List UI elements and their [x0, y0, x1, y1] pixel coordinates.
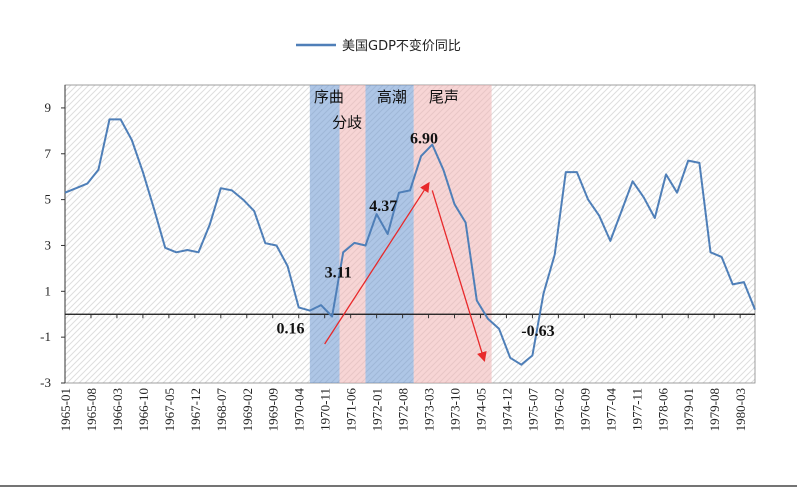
x-tick-label: 1972-01 — [370, 388, 385, 431]
legend: 美国GDP不变价同比 — [296, 38, 461, 54]
phase-label-2: 分歧 — [332, 113, 362, 131]
y-tick-label: -1 — [40, 329, 51, 344]
y-tick-label: 5 — [45, 192, 52, 207]
x-tick-label: 1965-01 — [58, 388, 73, 431]
value-annotation: 4.37 — [369, 198, 397, 215]
x-tick-label: 1976-09 — [577, 388, 592, 431]
x-tick-label: 1973-03 — [422, 388, 437, 431]
x-tick-label: 1969-09 — [266, 388, 281, 431]
phase-band-1 — [309, 85, 340, 383]
trend-arrows — [324, 181, 487, 362]
y-tick-label: 9 — [45, 100, 52, 115]
x-tick-label: 1977-04 — [603, 388, 618, 432]
x-tick-label: 1966-03 — [110, 388, 125, 431]
axes: -3 -1 1 3 5 7 9 1965-01 1965-08 1966-03 1966-10 196… — [40, 85, 755, 431]
x-tick-label: 1967-05 — [162, 388, 177, 431]
value-annotation: 6.90 — [410, 130, 438, 147]
x-tick-label: 1977-11 — [629, 388, 644, 431]
value-annotation: 3.11 — [325, 265, 352, 282]
x-tick-label: 1975-07 — [525, 388, 540, 432]
x-tick-label: 1968-07 — [214, 388, 229, 432]
y-tick-label: 7 — [45, 146, 52, 161]
x-tick-label: 1969-02 — [240, 388, 255, 431]
phase-band-4 — [413, 85, 492, 383]
phase-label-4: 尾声 — [429, 88, 459, 106]
value-annotation: -0.63 — [521, 323, 554, 340]
y-tick-label: 1 — [45, 283, 52, 298]
y-tick-label: 3 — [45, 237, 52, 252]
x-tick-label: 1974-12 — [499, 388, 514, 431]
phase-label-3: 高潮 — [377, 88, 407, 106]
x-tick-label: 1967-12 — [188, 388, 203, 431]
x-tick-label: 1980-03 — [733, 388, 748, 431]
series-line — [64, 118, 756, 366]
x-tick-label: 1973-10 — [448, 388, 463, 431]
x-tick-label: 1974-05 — [473, 388, 488, 431]
series-layer — [64, 118, 756, 366]
value-annotation: 0.16 — [276, 321, 304, 338]
legend-label: 美国GDP不变价同比 — [342, 38, 461, 54]
x-tick-label: 1979-01 — [681, 388, 696, 431]
x-tick-label: 1979-08 — [707, 388, 722, 431]
x-tick-label: 1971-06 — [344, 388, 359, 432]
x-tick-label: 1978-06 — [655, 388, 670, 432]
phase-bands — [309, 85, 492, 383]
trend-arrow-1 — [324, 181, 430, 345]
phase-band-2 — [339, 85, 366, 383]
x-tick-label: 1966-10 — [136, 388, 151, 431]
x-tick-label: 1970-04 — [292, 388, 307, 432]
x-tick-label: 1972-08 — [396, 388, 411, 431]
phase-band-3 — [365, 85, 414, 383]
y-tick-label: -3 — [40, 375, 51, 390]
x-tick-label: 1970-11 — [318, 388, 333, 431]
x-tick-label: 1965-08 — [84, 388, 99, 431]
phase-label-1: 序曲 — [314, 88, 344, 106]
trend-arrow-2 — [431, 190, 487, 362]
x-tick-label: 1976-02 — [551, 388, 566, 431]
